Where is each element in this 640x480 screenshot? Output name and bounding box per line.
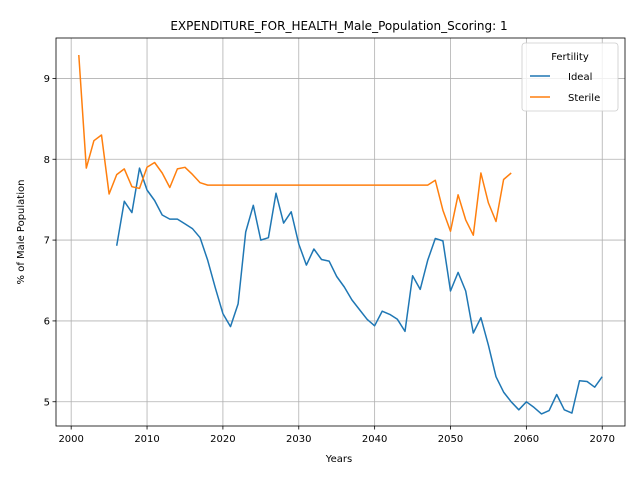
x-tick-label: 2010 [134, 434, 159, 445]
series-lines [78, 54, 603, 415]
plot-frame [55, 37, 626, 427]
x-tick-label: 2000 [58, 434, 83, 445]
x-axis-label: Years [325, 454, 352, 465]
y-tick-label: 6 [44, 316, 50, 327]
y-axis-label: % of Male Population [16, 180, 27, 285]
y-tick-label: 5 [44, 397, 50, 408]
x-tick-label: 2050 [438, 434, 463, 445]
x-tick-label: 2070 [590, 434, 615, 445]
series-line-sterile [78, 54, 512, 236]
legend: Fertility Ideal Sterile [521, 42, 619, 112]
x-tick-label: 2060 [514, 434, 539, 445]
y-tick-label: 7 [44, 236, 50, 247]
legend-title: Fertility [551, 52, 589, 63]
y-tick-label: 9 [44, 74, 50, 85]
chart-title: EXPENDITURE_FOR_HEALTH_Male_Population_S… [170, 19, 507, 33]
x-tick-label: 2030 [286, 434, 311, 445]
legend-box [521, 42, 619, 112]
x-tick-label: 2020 [210, 434, 235, 445]
legend-label-ideal: Ideal [568, 72, 592, 83]
x-tick-label: 2040 [362, 434, 387, 445]
axis-ticks: 2000 2010 2020 2030 2040 2050 2060 2070 5 6 7 8 9 [44, 74, 615, 445]
legend-label-sterile: Sterile [568, 93, 600, 104]
y-tick-label: 8 [44, 155, 50, 166]
series-line-ideal [115, 167, 603, 415]
